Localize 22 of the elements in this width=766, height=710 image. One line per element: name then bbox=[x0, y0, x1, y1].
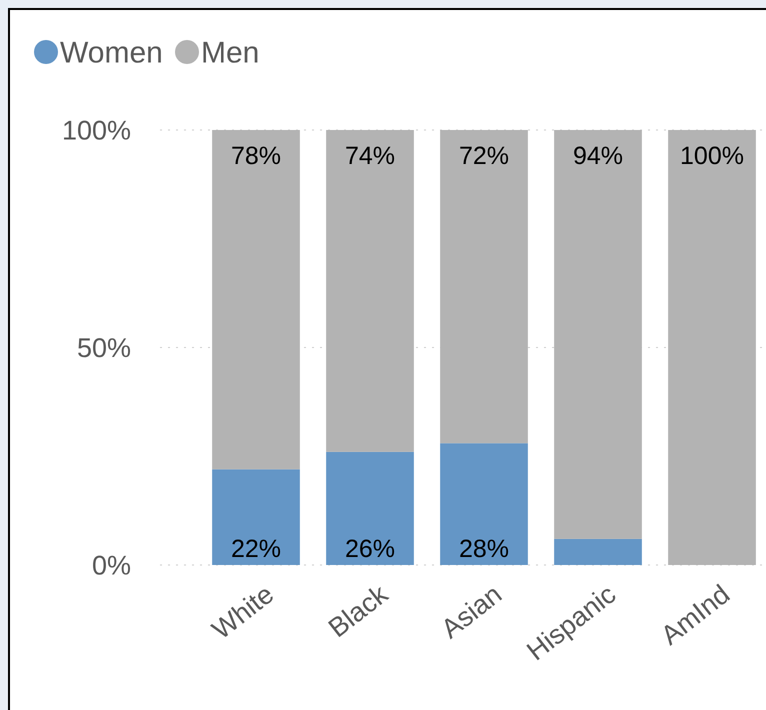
bar bbox=[326, 130, 414, 452]
bar bbox=[326, 452, 414, 565]
bar bbox=[554, 538, 642, 565]
bar bbox=[440, 130, 528, 444]
data-label: 100% bbox=[680, 142, 744, 170]
data-label: 22% bbox=[230, 535, 282, 563]
legend-label: Women bbox=[60, 36, 163, 70]
bar bbox=[554, 130, 642, 539]
bar bbox=[212, 130, 300, 470]
data-label: 94% bbox=[572, 142, 624, 170]
bar bbox=[212, 469, 300, 565]
data-label: 74% bbox=[344, 142, 396, 170]
data-label: 72% bbox=[458, 142, 510, 170]
data-label: 26% bbox=[344, 535, 396, 563]
data-label: 78% bbox=[230, 142, 282, 170]
bar bbox=[668, 130, 756, 565]
y-tick-label: 0% bbox=[92, 550, 131, 580]
y-tick-label: 50% bbox=[76, 332, 131, 363]
bar bbox=[440, 443, 528, 565]
y-tick-label: 100% bbox=[62, 115, 131, 146]
data-label: 28% bbox=[458, 535, 510, 563]
legend-label: Men bbox=[201, 36, 260, 70]
